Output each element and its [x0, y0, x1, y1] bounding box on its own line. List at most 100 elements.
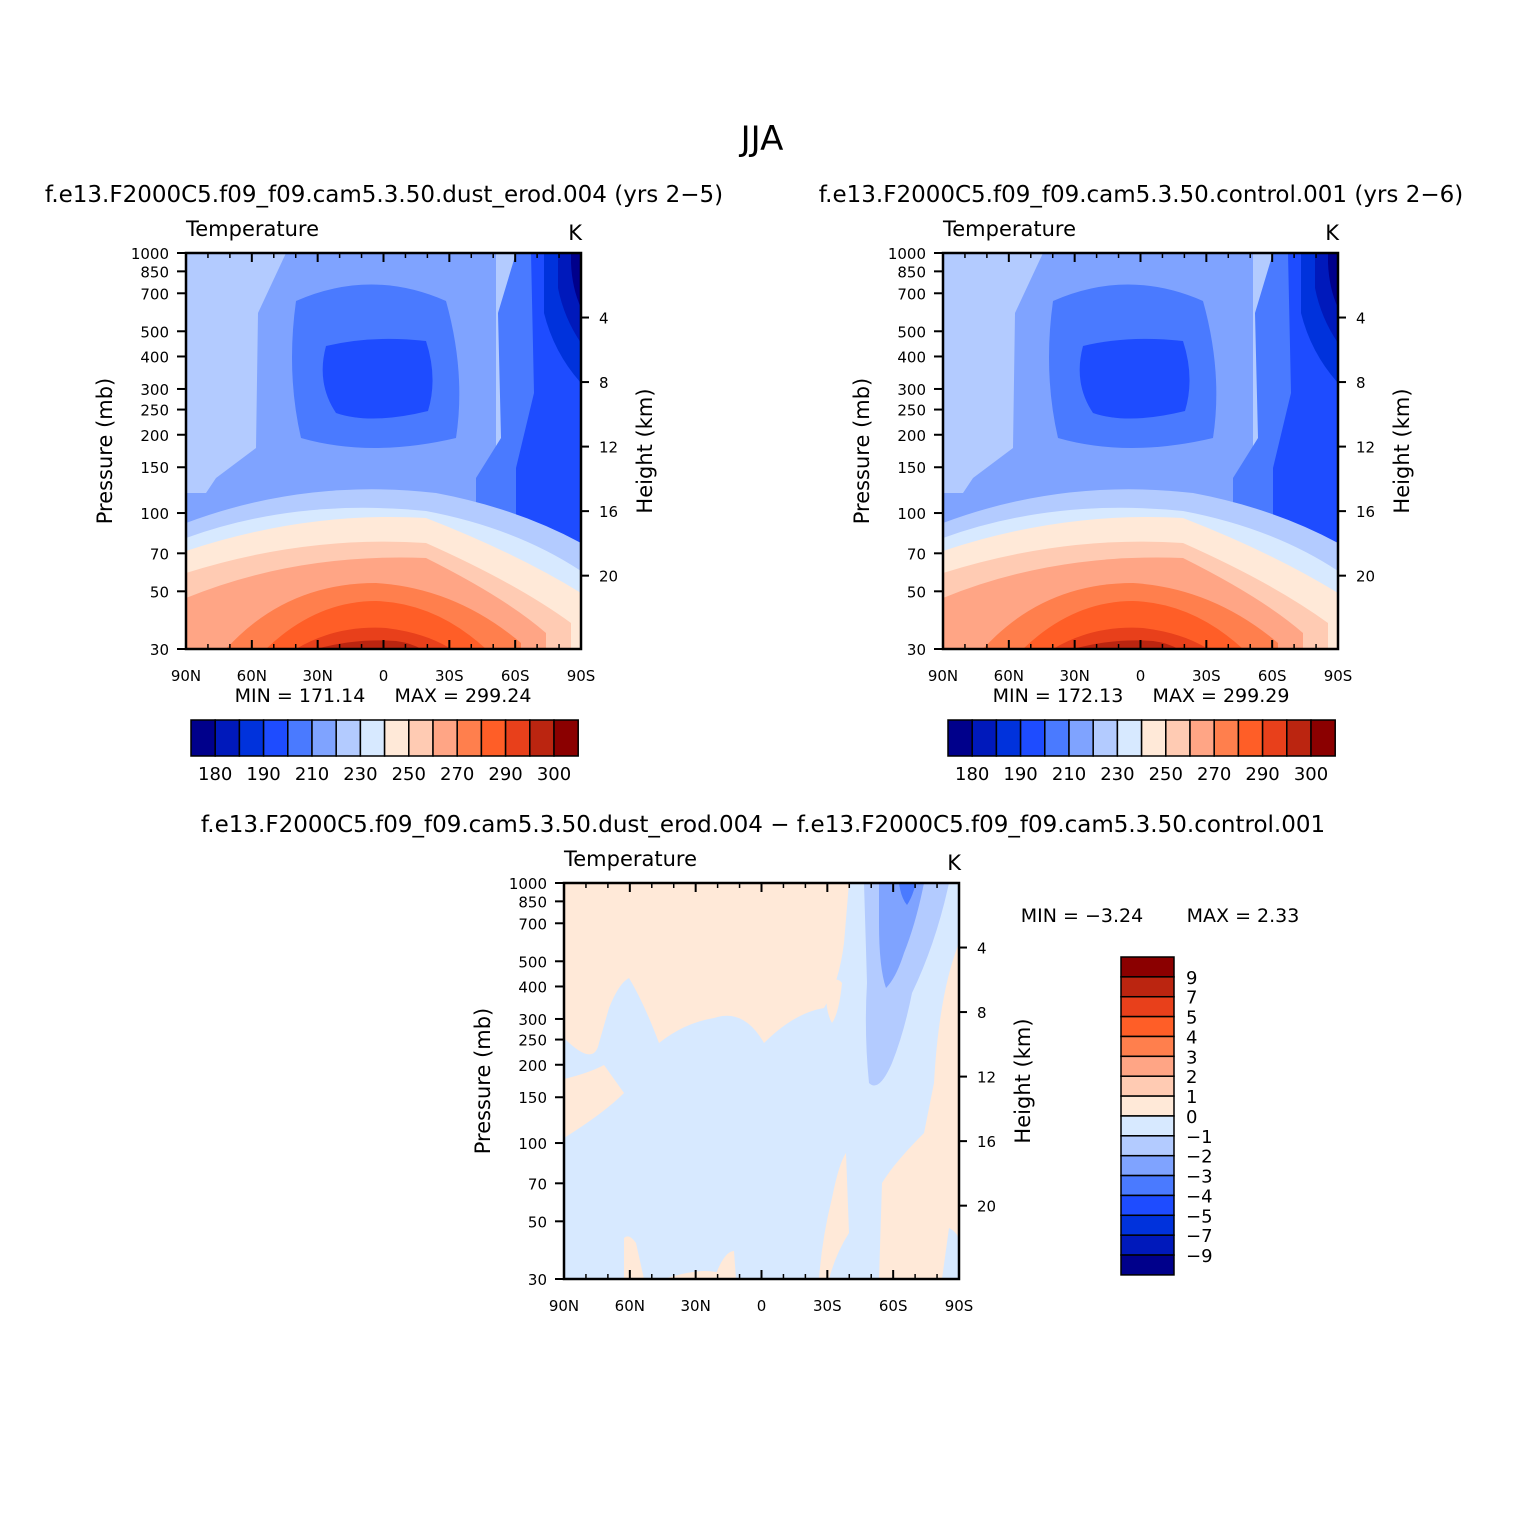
- y-tick-label: 70: [907, 545, 926, 563]
- variable-label: Temperature: [563, 847, 697, 871]
- y-tick-label: 70: [528, 1175, 547, 1193]
- x-tick-label: 60N: [615, 1297, 645, 1315]
- colorbar-label: 4: [1186, 1027, 1197, 1048]
- colorbar-label: 1: [1186, 1087, 1197, 1108]
- colorbar-swatch: [1116, 719, 1143, 757]
- y-tick-label: 850: [897, 263, 926, 281]
- y-tick-label: 100: [518, 1135, 547, 1153]
- y-tick-label: 50: [150, 583, 169, 601]
- x-tick-label: 60N: [237, 667, 267, 685]
- colorbar-swatch: [1068, 719, 1094, 757]
- colorbar-label: 250: [1149, 764, 1183, 785]
- y-axis-label: Pressure (mb): [471, 1008, 495, 1155]
- y-tick-label: 200: [897, 427, 926, 445]
- colorbar-swatch: [480, 719, 507, 757]
- colorbar-swatch: [1120, 1075, 1175, 1097]
- colorbar-swatch: [1120, 1135, 1175, 1157]
- colorbar-swatch: [311, 719, 337, 757]
- x-tick-label: 90N: [171, 667, 201, 685]
- y-axis-label: Pressure (mb): [850, 378, 874, 525]
- y2-tick-label: 4: [1356, 310, 1366, 328]
- y-tick-label: 50: [528, 1213, 547, 1231]
- variable-label: Temperature: [942, 217, 1076, 241]
- colorbar-swatch: [1189, 719, 1215, 757]
- axes: 90N 60N 30N 0 30S 60S 90S 30 50 70 100 150 200 250 300…: [888, 245, 1375, 685]
- x-tick-label: 90S: [1324, 667, 1353, 685]
- colorbar-label: −4: [1186, 1186, 1213, 1207]
- y2-tick-label: 8: [599, 374, 609, 392]
- colorbar-label: 250: [392, 764, 426, 785]
- colorbar-label: −2: [1186, 1147, 1213, 1168]
- y-tick-label: 30: [528, 1271, 547, 1289]
- y-tick-label: 400: [140, 348, 169, 366]
- y-tick-label: 500: [518, 953, 547, 971]
- colorbar-swatch: [1120, 1035, 1175, 1058]
- colorbar-label: 210: [295, 764, 329, 785]
- colorbar-swatch: [335, 719, 362, 757]
- colorbar-label: 5: [1186, 1008, 1197, 1029]
- x-tick-label: 60S: [1258, 667, 1287, 685]
- x-tick-label: 30N: [303, 667, 333, 685]
- panel-control: f.e13.F2000C5.f09_f09.cam5.3.50.control.…: [819, 182, 1463, 785]
- y2-tick-label: 4: [599, 310, 609, 328]
- colorbar-label: 180: [955, 764, 989, 785]
- colorbar-label: 230: [343, 764, 377, 785]
- colorbar-swatch: [1120, 1174, 1175, 1197]
- colorbar-swatch: [432, 719, 458, 757]
- colorbar-swatch: [553, 719, 579, 757]
- colorbar-swatch: [238, 719, 265, 757]
- y2-tick-label: 12: [599, 439, 618, 457]
- colorbar-swatch: [1120, 1234, 1175, 1256]
- y-tick-label: 70: [150, 545, 169, 563]
- colorbar-swatch: [1120, 956, 1175, 978]
- panel-dust-erod: f.e13.F2000C5.f09_f09.cam5.3.50.dust_ero…: [45, 182, 723, 785]
- y2-tick-label: 12: [977, 1069, 996, 1087]
- units-label: K: [947, 851, 962, 875]
- colorbar-swatch: [383, 719, 410, 757]
- y-tick-label: 300: [897, 381, 926, 399]
- colorbar-swatch: [1120, 1254, 1175, 1276]
- y-tick-label: 500: [140, 323, 169, 341]
- colorbar-swatch: [262, 719, 289, 757]
- colorbar-label: 290: [1245, 764, 1279, 785]
- y2-tick-label: 16: [977, 1133, 996, 1151]
- colorbar-swatch: [1261, 719, 1288, 757]
- colorbar-swatch: [1120, 1095, 1175, 1117]
- colorbar-swatch: [1120, 1015, 1175, 1038]
- y-tick-label: 200: [518, 1057, 547, 1075]
- colorbar-swatch: [1120, 1214, 1175, 1236]
- colorbar-swatch: [1310, 719, 1336, 757]
- colorbar-swatch: [971, 719, 998, 757]
- colorbar-swatch: [1120, 1194, 1175, 1217]
- colorbar-label: −9: [1186, 1246, 1213, 1267]
- colorbar-swatch: [190, 719, 216, 757]
- colorbar-label: 3: [1186, 1047, 1197, 1068]
- contour-field: [186, 253, 581, 649]
- colorbar-label: −3: [1186, 1167, 1213, 1188]
- colorbar-label: 9: [1186, 968, 1197, 989]
- x-tick-label: 0: [379, 667, 389, 685]
- colorbar-label: 270: [1197, 764, 1231, 785]
- y-tick-label: 250: [897, 402, 926, 420]
- x-tick-label: 30S: [435, 667, 464, 685]
- colorbar-swatch: [1286, 719, 1312, 757]
- colorbar-label: −5: [1186, 1206, 1213, 1227]
- colorbar-label: 0: [1186, 1107, 1197, 1128]
- y-tick-label: 700: [897, 285, 926, 303]
- colorbar-label: −1: [1186, 1127, 1213, 1148]
- max-label: MAX = 299.24: [395, 685, 532, 707]
- y2-tick-label: 16: [599, 503, 618, 521]
- y-tick-label: 400: [518, 978, 547, 996]
- y2-tick-label: 20: [599, 568, 618, 586]
- colorbar-swatch: [1140, 719, 1167, 757]
- panel-difference: f.e13.F2000C5.f09_f09.cam5.3.50.dust_ero…: [201, 812, 1325, 1315]
- axes: 90N 60N 30N 0 30S 60S 90S 30 50 70 100 150 200 250 300…: [131, 245, 618, 685]
- colorbar-label: 300: [1294, 764, 1328, 785]
- colorbar-swatch: [1120, 995, 1175, 1018]
- y2-axis-label: Height (km): [1390, 388, 1414, 513]
- colorbar-label: −7: [1186, 1226, 1213, 1247]
- colorbar-swatch: [1092, 719, 1119, 757]
- colorbar-swatch: [1237, 719, 1264, 757]
- colorbar-swatch: [504, 719, 531, 757]
